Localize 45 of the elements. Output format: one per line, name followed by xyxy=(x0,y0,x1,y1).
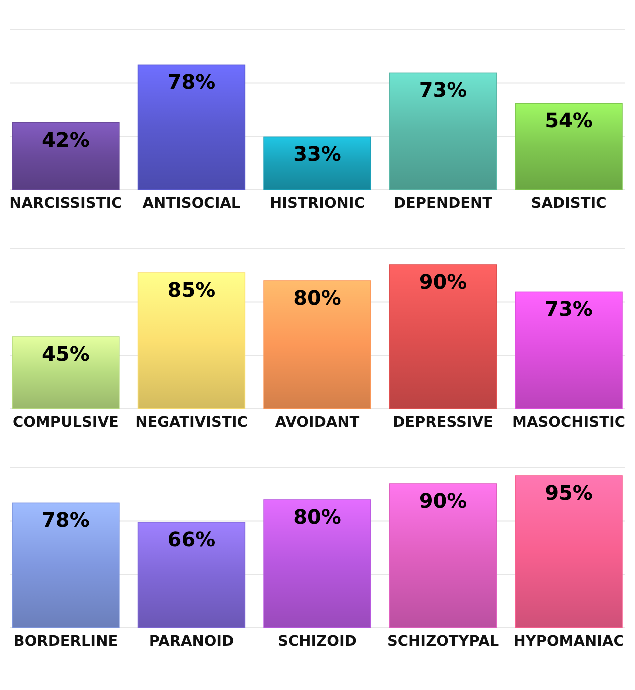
data-label: 90% xyxy=(419,489,468,513)
x-tick-label: BORDERLINE xyxy=(14,634,118,650)
bar xyxy=(264,136,372,190)
x-tick-label: AVOIDANT xyxy=(275,415,360,431)
bar xyxy=(12,502,120,628)
bar xyxy=(264,500,372,628)
data-label: 73% xyxy=(545,297,593,322)
data-label: 78% xyxy=(168,70,216,94)
bar xyxy=(138,522,246,628)
bar xyxy=(515,476,623,628)
x-tick-label: SCHIZOTYPAL xyxy=(387,634,500,650)
bar xyxy=(515,292,623,410)
x-tick-label: NEGATIVISTIC xyxy=(136,415,248,431)
bar xyxy=(138,272,246,410)
data-label: 80% xyxy=(294,286,342,310)
bar xyxy=(515,103,623,190)
data-label: 73% xyxy=(419,78,468,102)
x-tick-label: HISTRIONIC xyxy=(270,196,365,212)
x-tick-label: MASOCHISTIC xyxy=(512,415,626,431)
data-label: 33% xyxy=(294,142,342,166)
x-tick-label: SCHIZOID xyxy=(278,634,357,650)
x-tick-label: DEPENDENT xyxy=(394,196,493,212)
x-tick-label: HYPOMANIAC xyxy=(514,634,624,650)
bar xyxy=(264,280,372,410)
bar xyxy=(389,484,498,628)
data-label: 90% xyxy=(419,270,468,294)
data-label: 66% xyxy=(168,527,216,552)
data-label: 54% xyxy=(545,108,593,133)
data-label: 45% xyxy=(42,342,90,366)
bar xyxy=(12,336,120,410)
data-label: 85% xyxy=(168,278,216,302)
bar xyxy=(12,122,120,190)
data-label: 78% xyxy=(42,508,90,532)
x-tick-label: SADISTIC xyxy=(531,196,607,212)
bar xyxy=(138,64,246,190)
data-label: 80% xyxy=(294,505,342,529)
data-label: 42% xyxy=(42,128,90,152)
x-tick-label: COMPULSIVE xyxy=(12,415,119,431)
bar xyxy=(389,72,498,190)
x-tick-label: ANTISOCIAL xyxy=(142,196,241,212)
bar xyxy=(389,264,498,410)
x-tick-label: DEPRESSIVE xyxy=(393,415,494,431)
x-tick-label: PARANOID xyxy=(149,634,234,650)
data-label: 95% xyxy=(545,481,593,505)
x-tick-label: NARCISSISTIC xyxy=(10,196,122,212)
